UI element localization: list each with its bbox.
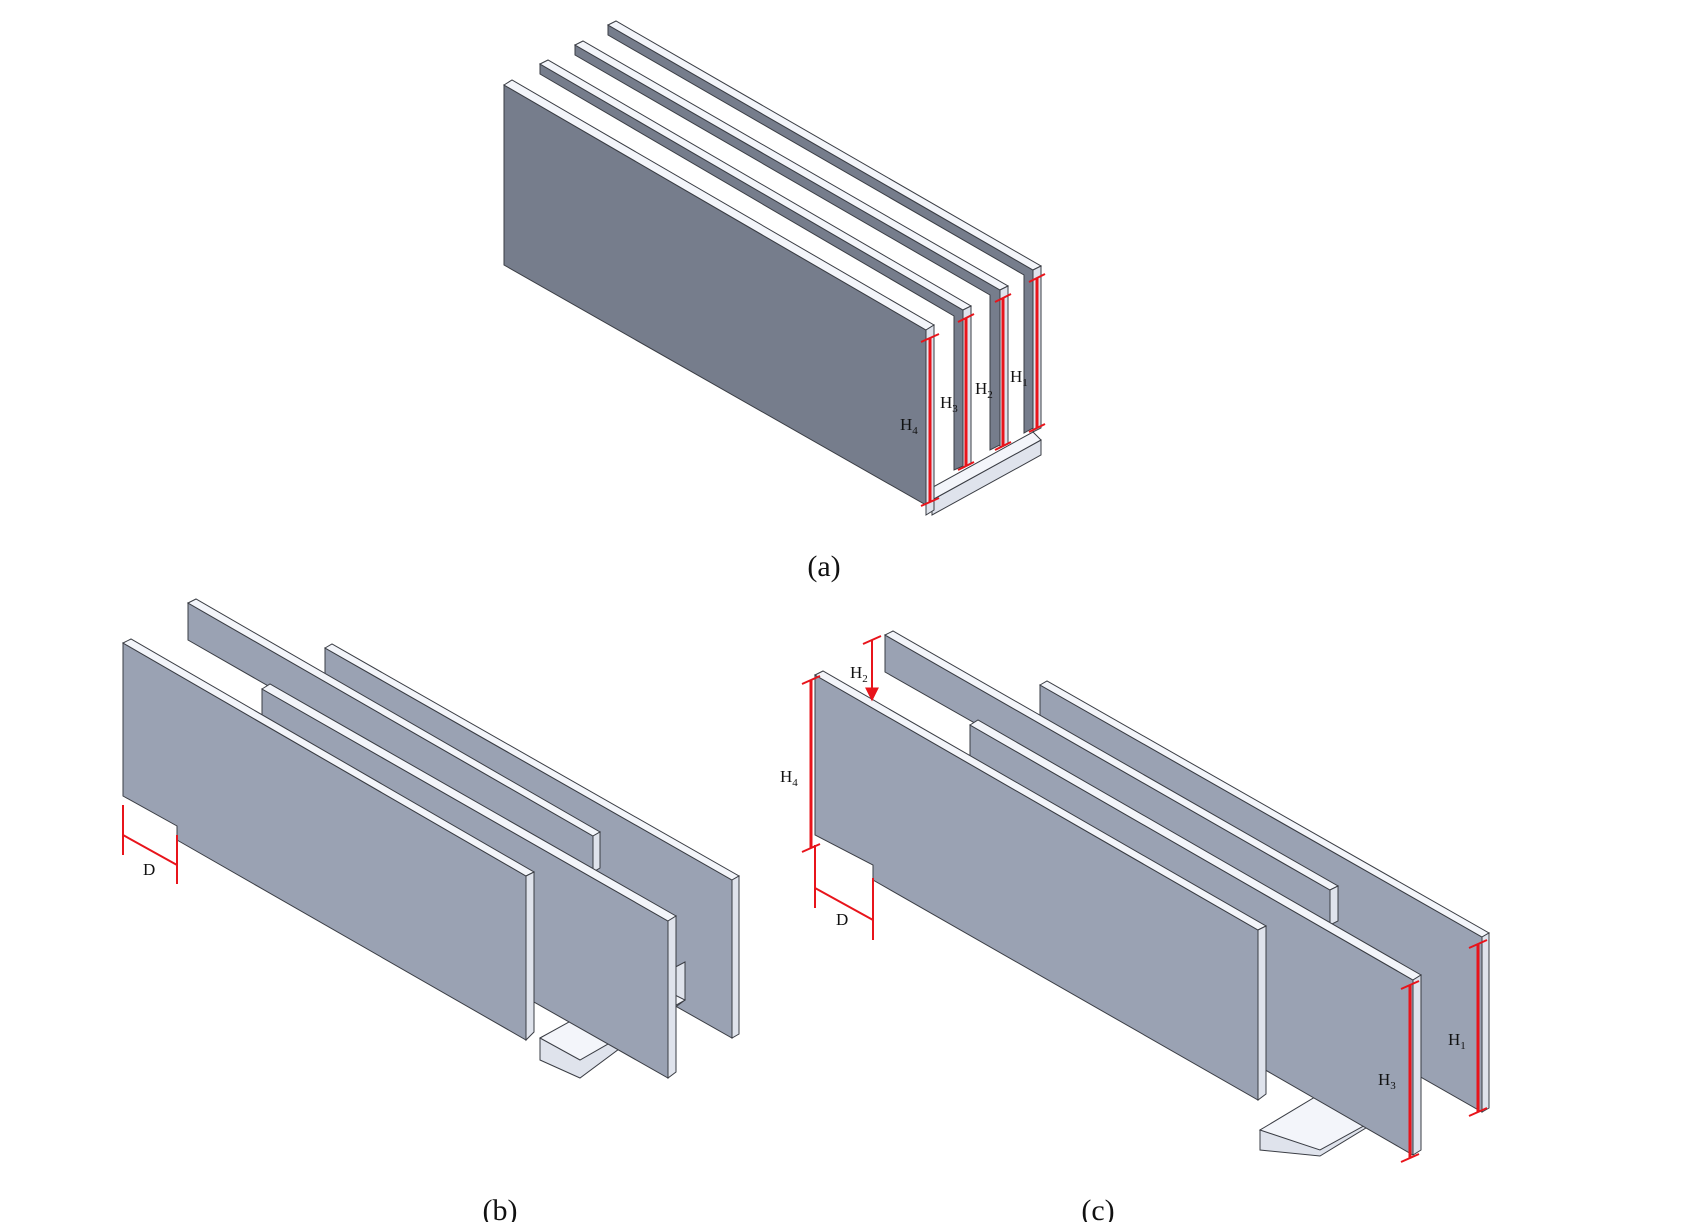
dimension-line-h3-c (1400, 980, 1420, 1163)
label-h2-c: H2 (850, 663, 868, 685)
label-h4: H4 (900, 415, 918, 437)
dimension-line-h1 (1028, 273, 1046, 433)
dimension-line-d-b (122, 805, 178, 884)
dimension-line-h1-c (1468, 939, 1488, 1117)
dimension-line-h3 (957, 313, 975, 471)
label-h1-c: H1 (1448, 1030, 1466, 1052)
dimension-line-h2-c (862, 635, 882, 702)
label-h3: H3 (940, 393, 958, 415)
label-h4-c: H4 (780, 767, 798, 789)
label-h3-c: H3 (1378, 1070, 1396, 1092)
dimension-line-h2 (994, 293, 1012, 451)
base-plate (923, 431, 1042, 516)
label-d-b: D (143, 860, 155, 879)
caption-b: (b) (483, 1194, 518, 1222)
caption-c: (c) (1081, 1194, 1114, 1222)
label-h1: H1 (1010, 367, 1028, 389)
label-d-c: D (836, 910, 848, 929)
fin-1 (606, 20, 1043, 434)
fin-4 (503, 79, 935, 516)
dimension-line-h4 (920, 333, 940, 507)
panel-c: H2 H4 D H1 H3 (c) (780, 630, 1491, 1222)
label-h2: H2 (975, 379, 993, 401)
panel-a: H4 H3 H2 H1 (a) (503, 20, 1046, 583)
dimension-line-d-c (814, 845, 874, 940)
fin-c-front (813, 670, 1268, 1101)
dimension-line-h4-c (801, 675, 821, 853)
fin-b-back-left (186, 598, 602, 873)
fin-c-back-left (883, 630, 1340, 926)
panel-b: D (b) (121, 598, 741, 1222)
caption-a: (a) (807, 550, 840, 583)
